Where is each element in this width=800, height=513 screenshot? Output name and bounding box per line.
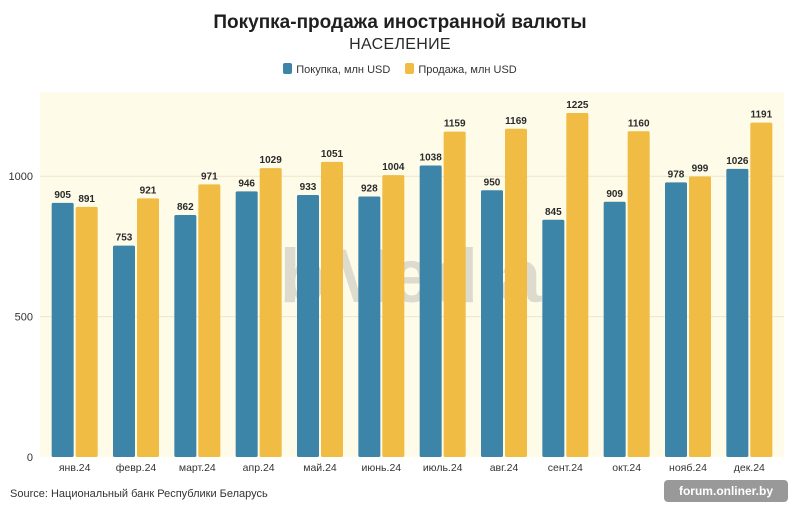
value-label-buy-8: 950: [484, 177, 501, 188]
x-tick-label: июль.24: [423, 462, 463, 474]
bar-buy-10[interactable]: [603, 201, 626, 457]
value-label-buy-11: 978: [668, 169, 685, 180]
bar-sell-12[interactable]: [750, 122, 773, 457]
bar-value-labels: 905 891 753 921 862 971 946 1029 933 1051 928 1004 1…: [54, 100, 772, 244]
bar-buy-7[interactable]: [419, 165, 442, 458]
bar-buy-5[interactable]: [297, 195, 319, 458]
legend-label-sell: Продажа, млн USD: [418, 64, 517, 76]
value-label-sell-8: 1169: [505, 116, 527, 127]
bar-sell-1[interactable]: [75, 206, 98, 457]
x-tick-label: апр.24: [243, 462, 275, 474]
bar-buy-9[interactable]: [542, 219, 565, 457]
y-axis-tick-labels: 0 500 1000: [9, 171, 33, 464]
value-label-sell-9: 1225: [566, 100, 589, 111]
bar-buy-1[interactable]: [51, 202, 74, 457]
bar-sell-2[interactable]: [137, 198, 159, 457]
legend: Покупка, млн USD Продажа, млн USD: [0, 63, 800, 76]
value-label-sell-6: 1004: [382, 162, 405, 173]
bar-sell-10[interactable]: [627, 131, 650, 458]
value-label-buy-2: 753: [116, 233, 133, 244]
bar-buy-3[interactable]: [174, 214, 197, 457]
plot-background: [40, 92, 784, 457]
value-label-sell-12: 1191: [750, 110, 772, 121]
legend-label-buy: Покупка, млн USD: [296, 64, 391, 76]
x-tick-label: янв.24: [59, 462, 91, 474]
value-label-buy-7: 1038: [420, 153, 443, 164]
chart-subtitle: НАСЕЛЕНИЕ: [349, 36, 451, 53]
bar-buy-11[interactable]: [665, 182, 687, 457]
value-label-sell-7: 1159: [444, 119, 466, 130]
value-label-sell-4: 1029: [260, 155, 283, 166]
value-label-buy-12: 1026: [726, 156, 749, 167]
site-watermark: forum.onliner.by: [664, 480, 788, 502]
y-tick-label: 500: [15, 312, 33, 324]
y-tick-label: 1000: [9, 171, 33, 183]
bar-sell-9[interactable]: [566, 113, 589, 458]
value-label-sell-5: 1051: [321, 149, 344, 160]
value-label-buy-5: 933: [300, 182, 317, 193]
bar-buy-8[interactable]: [481, 190, 503, 457]
x-tick-label: окт.24: [612, 462, 641, 474]
value-label-sell-11: 999: [692, 164, 709, 175]
value-label-buy-9: 845: [545, 207, 562, 218]
legend-swatch-sell: [405, 63, 415, 74]
bar-buy-4[interactable]: [235, 191, 258, 457]
value-label-buy-1: 905: [54, 190, 71, 201]
value-label-buy-10: 909: [606, 189, 623, 200]
bars: [51, 113, 773, 458]
value-label-sell-2: 921: [140, 185, 157, 196]
bar-buy-12[interactable]: [726, 168, 749, 457]
value-label-buy-4: 946: [238, 178, 255, 189]
x-tick-label: июнь.24: [362, 462, 402, 474]
x-axis-tick-labels: янв.24 февр.24 март.24 апр.24 май.24 июнь.24 и…: [59, 462, 765, 474]
bar-sell-4[interactable]: [259, 168, 282, 458]
gridlines: [40, 175, 784, 318]
bar-sell-7[interactable]: [443, 131, 466, 458]
bar-sell-6[interactable]: [382, 175, 405, 457]
x-tick-label: февр.24: [116, 462, 157, 474]
source-note: Source: Национальный банк Республики Бел…: [10, 488, 268, 500]
value-label-sell-10: 1160: [628, 118, 650, 129]
legend-item-buy[interactable]: Покупка, млн USD: [283, 63, 390, 76]
x-tick-label: сент.24: [548, 462, 583, 474]
x-tick-label: авг.24: [490, 462, 519, 474]
bar-sell-11[interactable]: [689, 176, 711, 457]
bar-sell-5[interactable]: [321, 161, 343, 457]
legend-swatch-buy: [283, 63, 293, 74]
legend-item-sell[interactable]: Продажа, млн USD: [405, 63, 517, 76]
bar-buy-2[interactable]: [113, 245, 135, 457]
value-label-sell-3: 971: [201, 171, 218, 182]
value-label-sell-1: 891: [78, 194, 95, 205]
bar-sell-8[interactable]: [505, 128, 527, 457]
x-tick-label: нояб.24: [669, 462, 707, 474]
x-tick-label: май.24: [303, 462, 337, 474]
value-label-buy-3: 862: [177, 202, 194, 213]
bar-sell-3[interactable]: [198, 184, 221, 457]
y-tick-label: 0: [27, 452, 33, 464]
x-tick-label: март.24: [179, 462, 216, 474]
chart-title: Покупка-продажа иностранной валюты: [213, 12, 587, 33]
value-label-buy-6: 928: [361, 183, 378, 194]
x-tick-label: дек.24: [734, 462, 765, 474]
bar-buy-6[interactable]: [358, 196, 381, 457]
